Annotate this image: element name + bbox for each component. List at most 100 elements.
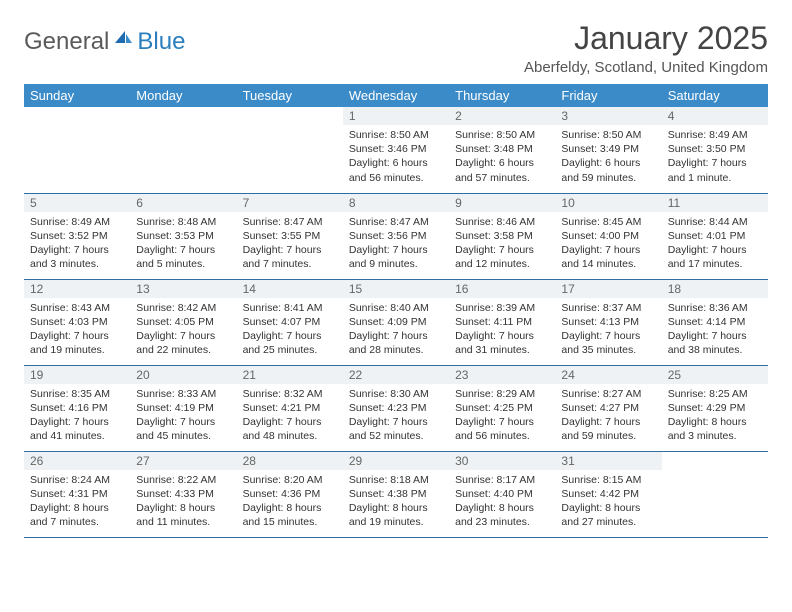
sunrise-text: Sunrise: 8:24 AM	[30, 473, 124, 487]
day-details: Sunrise: 8:32 AMSunset: 4:21 PMDaylight:…	[237, 384, 343, 448]
sunrise-text: Sunrise: 8:45 AM	[561, 215, 655, 229]
calendar-row: 5Sunrise: 8:49 AMSunset: 3:52 PMDaylight…	[24, 193, 768, 279]
sunrise-text: Sunrise: 8:49 AM	[668, 128, 762, 142]
daylight-text: Daylight: 7 hours and 59 minutes.	[561, 415, 655, 443]
sunset-text: Sunset: 4:27 PM	[561, 401, 655, 415]
sunrise-text: Sunrise: 8:17 AM	[455, 473, 549, 487]
day-number: 13	[130, 280, 236, 298]
weekday-header: Wednesday	[343, 84, 449, 107]
day-number: 28	[237, 452, 343, 470]
sunrise-text: Sunrise: 8:42 AM	[136, 301, 230, 315]
sunset-text: Sunset: 4:11 PM	[455, 315, 549, 329]
sunset-text: Sunset: 3:53 PM	[136, 229, 230, 243]
calendar-cell: 15Sunrise: 8:40 AMSunset: 4:09 PMDayligh…	[343, 279, 449, 365]
daylight-text: Daylight: 8 hours and 15 minutes.	[243, 501, 337, 529]
page-header: General Blue January 2025 Aberfeldy, Sco…	[24, 20, 768, 76]
sunrise-text: Sunrise: 8:36 AM	[668, 301, 762, 315]
sunset-text: Sunset: 4:05 PM	[136, 315, 230, 329]
day-number: 15	[343, 280, 449, 298]
calendar-cell: 27Sunrise: 8:22 AMSunset: 4:33 PMDayligh…	[130, 451, 236, 537]
daylight-text: Daylight: 8 hours and 7 minutes.	[30, 501, 124, 529]
calendar-cell: 26Sunrise: 8:24 AMSunset: 4:31 PMDayligh…	[24, 451, 130, 537]
day-details: Sunrise: 8:15 AMSunset: 4:42 PMDaylight:…	[555, 470, 661, 534]
day-details: Sunrise: 8:47 AMSunset: 3:56 PMDaylight:…	[343, 212, 449, 276]
sunset-text: Sunset: 3:46 PM	[349, 142, 443, 156]
sunrise-text: Sunrise: 8:50 AM	[349, 128, 443, 142]
daylight-text: Daylight: 7 hours and 22 minutes.	[136, 329, 230, 357]
sunrise-text: Sunrise: 8:32 AM	[243, 387, 337, 401]
daylight-text: Daylight: 7 hours and 38 minutes.	[668, 329, 762, 357]
day-number: 5	[24, 194, 130, 212]
daylight-text: Daylight: 7 hours and 52 minutes.	[349, 415, 443, 443]
calendar-cell: 3Sunrise: 8:50 AMSunset: 3:49 PMDaylight…	[555, 107, 661, 193]
day-number: 9	[449, 194, 555, 212]
calendar-row: 1Sunrise: 8:50 AMSunset: 3:46 PMDaylight…	[24, 107, 768, 193]
day-number: 8	[343, 194, 449, 212]
sunrise-text: Sunrise: 8:48 AM	[136, 215, 230, 229]
logo-text-blue: Blue	[137, 28, 185, 56]
daylight-text: Daylight: 7 hours and 1 minute.	[668, 156, 762, 184]
day-details: Sunrise: 8:39 AMSunset: 4:11 PMDaylight:…	[449, 298, 555, 362]
sunset-text: Sunset: 4:42 PM	[561, 487, 655, 501]
calendar-cell: 7Sunrise: 8:47 AMSunset: 3:55 PMDaylight…	[237, 193, 343, 279]
day-number: 10	[555, 194, 661, 212]
sunrise-text: Sunrise: 8:30 AM	[349, 387, 443, 401]
daylight-text: Daylight: 6 hours and 56 minutes.	[349, 156, 443, 184]
daylight-text: Daylight: 7 hours and 35 minutes.	[561, 329, 655, 357]
calendar-cell: 24Sunrise: 8:27 AMSunset: 4:27 PMDayligh…	[555, 365, 661, 451]
sunset-text: Sunset: 4:23 PM	[349, 401, 443, 415]
calendar-cell	[24, 107, 130, 193]
daylight-text: Daylight: 7 hours and 45 minutes.	[136, 415, 230, 443]
sunset-text: Sunset: 4:01 PM	[668, 229, 762, 243]
day-details: Sunrise: 8:44 AMSunset: 4:01 PMDaylight:…	[662, 212, 768, 276]
day-details: Sunrise: 8:22 AMSunset: 4:33 PMDaylight:…	[130, 470, 236, 534]
sail-icon	[113, 29, 133, 50]
day-details: Sunrise: 8:49 AMSunset: 3:50 PMDaylight:…	[662, 125, 768, 189]
daylight-text: Daylight: 8 hours and 27 minutes.	[561, 501, 655, 529]
sunset-text: Sunset: 4:40 PM	[455, 487, 549, 501]
calendar-cell: 9Sunrise: 8:46 AMSunset: 3:58 PMDaylight…	[449, 193, 555, 279]
weekday-header: Sunday	[24, 84, 130, 107]
sunset-text: Sunset: 3:58 PM	[455, 229, 549, 243]
calendar-cell: 1Sunrise: 8:50 AMSunset: 3:46 PMDaylight…	[343, 107, 449, 193]
calendar-cell: 16Sunrise: 8:39 AMSunset: 4:11 PMDayligh…	[449, 279, 555, 365]
sunrise-text: Sunrise: 8:15 AM	[561, 473, 655, 487]
day-details: Sunrise: 8:18 AMSunset: 4:38 PMDaylight:…	[343, 470, 449, 534]
daylight-text: Daylight: 7 hours and 48 minutes.	[243, 415, 337, 443]
sunrise-text: Sunrise: 8:49 AM	[30, 215, 124, 229]
sunrise-text: Sunrise: 8:46 AM	[455, 215, 549, 229]
page-title: January 2025	[524, 20, 768, 57]
weekday-header: Tuesday	[237, 84, 343, 107]
daylight-text: Daylight: 8 hours and 11 minutes.	[136, 501, 230, 529]
calendar-cell: 20Sunrise: 8:33 AMSunset: 4:19 PMDayligh…	[130, 365, 236, 451]
day-details: Sunrise: 8:42 AMSunset: 4:05 PMDaylight:…	[130, 298, 236, 362]
sunrise-text: Sunrise: 8:50 AM	[561, 128, 655, 142]
day-details: Sunrise: 8:50 AMSunset: 3:46 PMDaylight:…	[343, 125, 449, 189]
day-number: 6	[130, 194, 236, 212]
sunrise-text: Sunrise: 8:27 AM	[561, 387, 655, 401]
calendar-row: 26Sunrise: 8:24 AMSunset: 4:31 PMDayligh…	[24, 451, 768, 537]
logo-text-general: General	[24, 28, 109, 56]
sunset-text: Sunset: 4:38 PM	[349, 487, 443, 501]
day-number: 19	[24, 366, 130, 384]
sunset-text: Sunset: 4:33 PM	[136, 487, 230, 501]
sunset-text: Sunset: 4:13 PM	[561, 315, 655, 329]
day-number: 14	[237, 280, 343, 298]
calendar-cell: 30Sunrise: 8:17 AMSunset: 4:40 PMDayligh…	[449, 451, 555, 537]
day-details: Sunrise: 8:45 AMSunset: 4:00 PMDaylight:…	[555, 212, 661, 276]
sunset-text: Sunset: 4:09 PM	[349, 315, 443, 329]
logo: General Blue	[24, 20, 185, 56]
day-details: Sunrise: 8:48 AMSunset: 3:53 PMDaylight:…	[130, 212, 236, 276]
daylight-text: Daylight: 7 hours and 7 minutes.	[243, 243, 337, 271]
day-number: 30	[449, 452, 555, 470]
daylight-text: Daylight: 7 hours and 41 minutes.	[30, 415, 124, 443]
daylight-text: Daylight: 7 hours and 9 minutes.	[349, 243, 443, 271]
weekday-header: Monday	[130, 84, 236, 107]
calendar-cell: 11Sunrise: 8:44 AMSunset: 4:01 PMDayligh…	[662, 193, 768, 279]
calendar-cell: 2Sunrise: 8:50 AMSunset: 3:48 PMDaylight…	[449, 107, 555, 193]
day-number: 23	[449, 366, 555, 384]
sunrise-text: Sunrise: 8:47 AM	[243, 215, 337, 229]
sunset-text: Sunset: 4:00 PM	[561, 229, 655, 243]
day-number: 4	[662, 107, 768, 125]
day-number: 21	[237, 366, 343, 384]
